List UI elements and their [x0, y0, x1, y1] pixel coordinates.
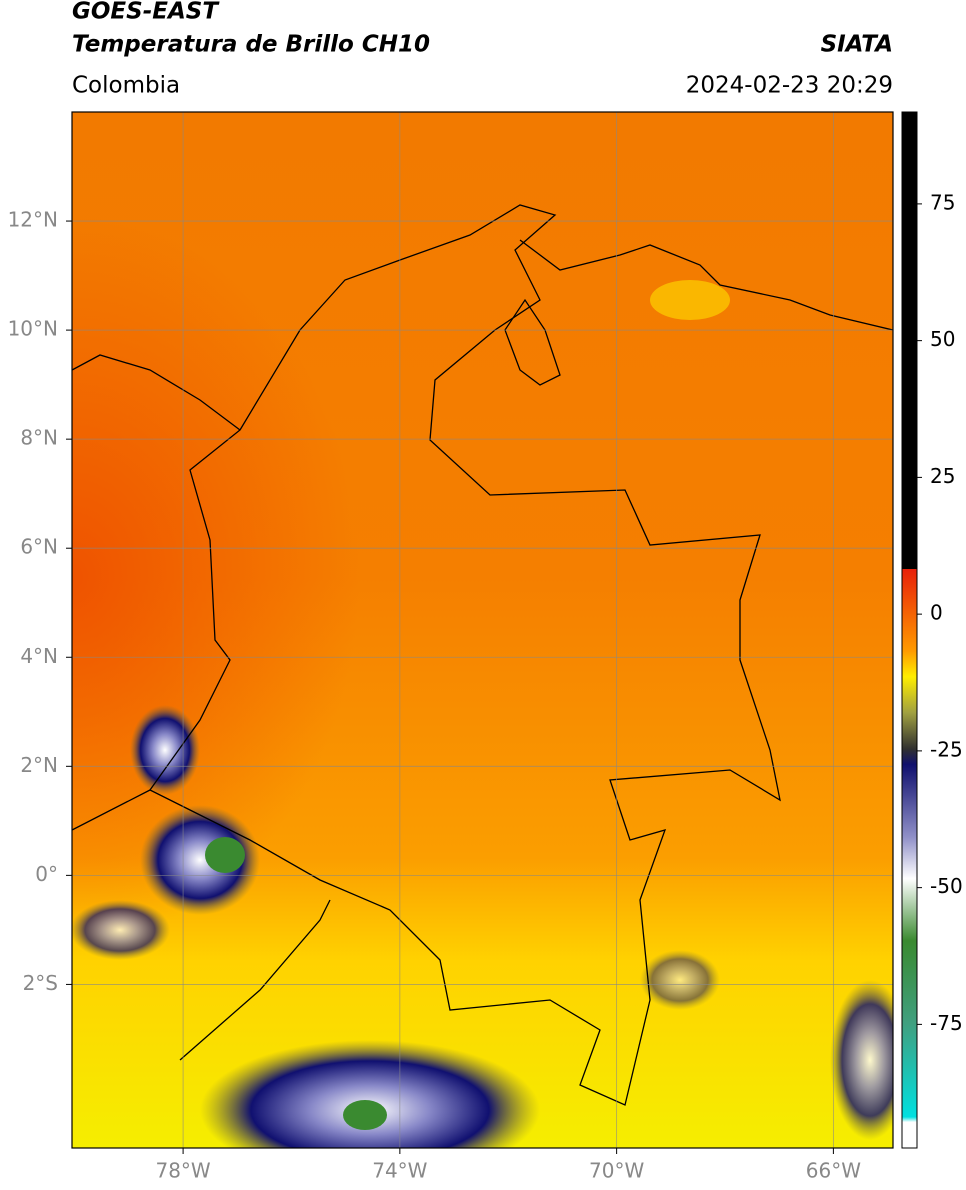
colorbar-tick-label: 25: [930, 464, 955, 488]
x-tick-label: 70°W: [589, 1159, 644, 1183]
colorbar-tick-label: -25: [930, 737, 963, 761]
y-tick-label: 8°N: [20, 426, 58, 450]
colorbar: [901, 111, 918, 1149]
x-tick-label: 74°W: [372, 1159, 427, 1183]
y-tick-label: 2°N: [20, 753, 58, 777]
colorbar-tick-label: -50: [930, 874, 963, 898]
colorbar-tick-label: 0: [930, 601, 943, 625]
colorbar-tick-label: 50: [930, 327, 955, 351]
y-tick-label: 10°N: [8, 317, 58, 341]
region: Colombia: [72, 73, 180, 99]
colorbar-tick-label: 75: [930, 190, 955, 214]
title: GOES-EAST: [72, 0, 220, 25]
grid: [72, 112, 893, 1148]
y-tick-label: 0°: [35, 862, 58, 886]
datetime: 2024-02-23 20:29: [686, 73, 893, 99]
source: SIATA: [821, 32, 893, 58]
x-tick-label: 66°W: [806, 1159, 861, 1183]
map-frame: [71, 111, 894, 1149]
x-tick-label: 78°W: [155, 1159, 210, 1183]
y-tick-label: 4°N: [20, 644, 58, 668]
subtitle: Temperatura de Brillo CH10: [72, 32, 430, 58]
y-tick-label: 2°S: [23, 971, 58, 995]
map-image: [72, 112, 893, 1148]
y-tick-label: 6°N: [20, 535, 58, 559]
colorbar-tick-label: -75: [930, 1011, 963, 1035]
y-tick-label: 12°N: [8, 208, 58, 232]
